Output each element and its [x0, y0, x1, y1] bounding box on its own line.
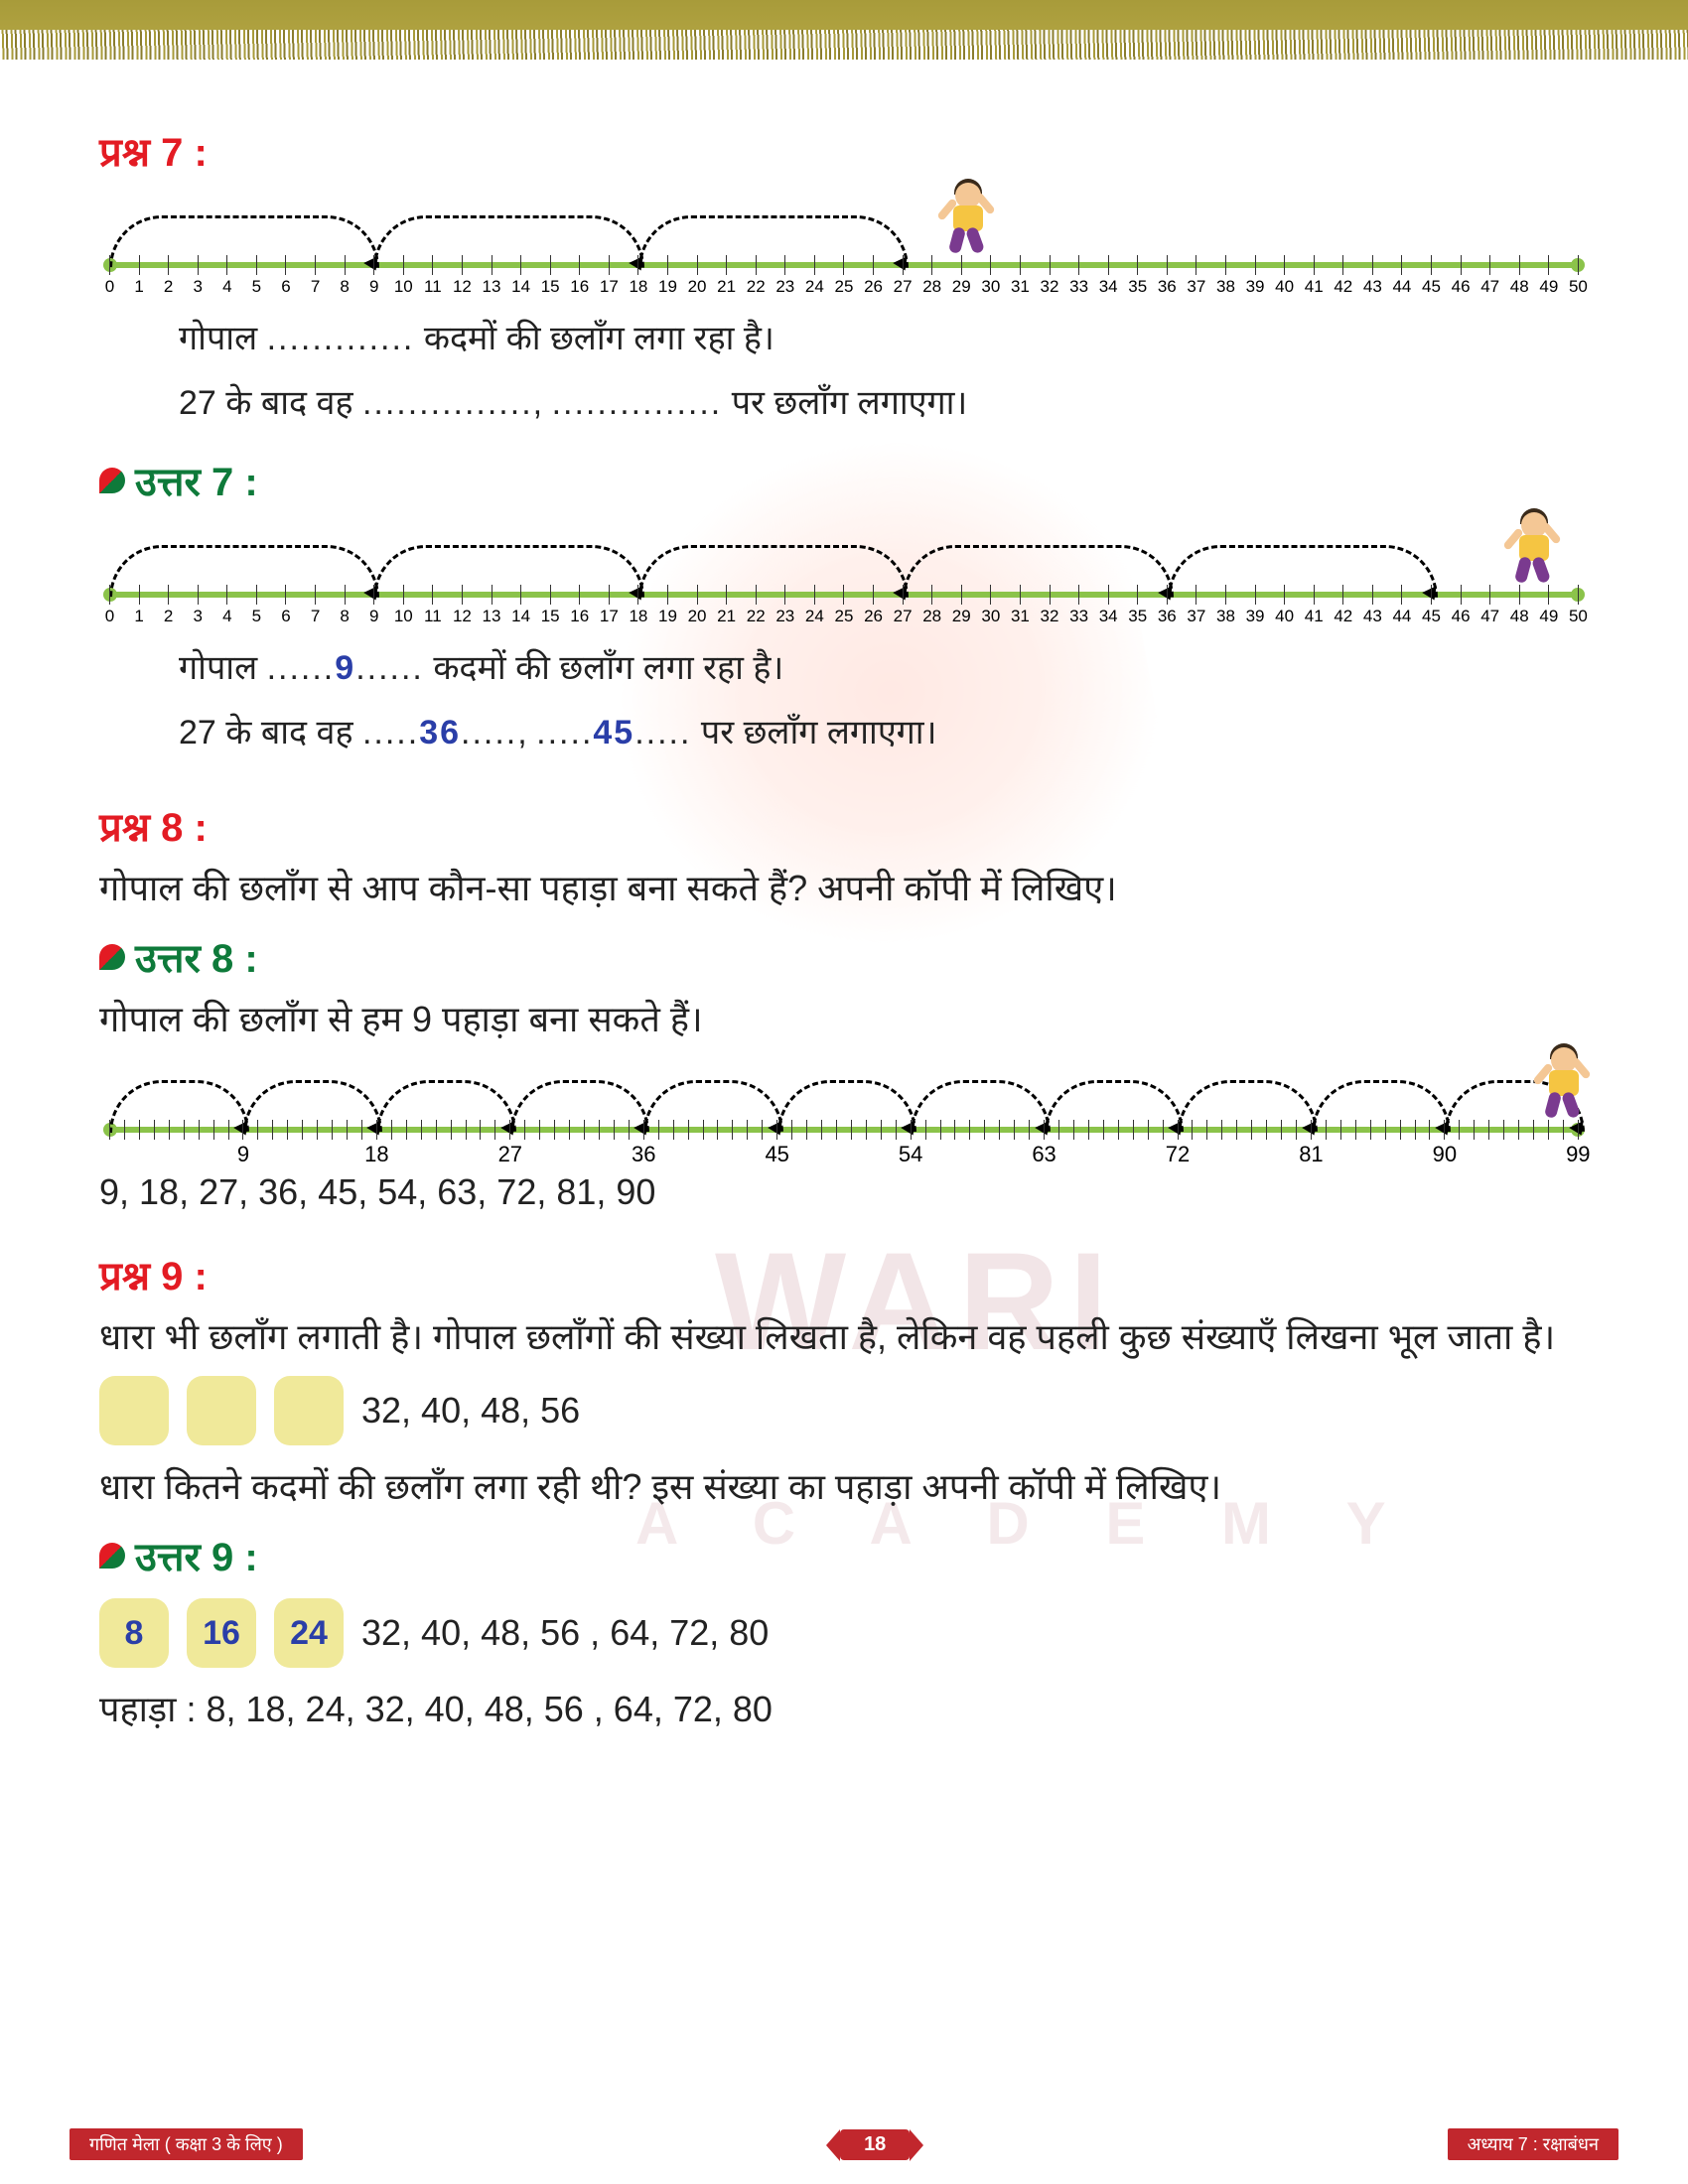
- answer8-label: उत्तर 8 :: [99, 929, 1589, 984]
- tiwari-icon: [99, 944, 125, 970]
- worksheet-page: WARI A C A D E M Y प्रश्न 7 : 0123456789…: [0, 0, 1688, 2184]
- answer7-label: उत्तर 7 :: [99, 453, 1589, 507]
- a8-text: गोपाल की छलाँग से हम 9 पहाड़ा बना सकते ह…: [99, 994, 1589, 1042]
- tiwari-icon: [99, 468, 125, 493]
- a7-numberline: 0123456789101112131415161718192021222324…: [99, 537, 1589, 626]
- q7-numberline: 0123456789101112131415161718192021222324…: [99, 207, 1589, 297]
- blank-box: [99, 1376, 169, 1445]
- question7-label: प्रश्न 7 :: [99, 123, 1589, 178]
- a9-filled: 8 16 24 32, 40, 48, 56 , 64, 72, 80: [99, 1598, 1589, 1668]
- footer-right: अध्याय 7 : रक्षाबंधन: [1448, 2128, 1618, 2160]
- q8-text: गोपाल की छलाँग से आप कौन-सा पहाड़ा बना स…: [99, 863, 1589, 911]
- q7-text1: गोपाल ............. कदमों की छलाँग लगा र…: [179, 307, 1589, 371]
- a8-numberline: 918273645546372819099: [99, 1072, 1589, 1161]
- page-number: 18: [840, 2129, 910, 2160]
- question8-label: प्रश्न 8 :: [99, 798, 1589, 853]
- a8-sequence: 9, 18, 27, 36, 45, 54, 63, 72, 81, 90: [99, 1171, 1589, 1213]
- q9-text: धारा भी छलाँग लगाती है। गोपाल छलाँगों की…: [99, 1311, 1589, 1360]
- answer9-label: उत्तर 9 :: [99, 1528, 1589, 1582]
- blank-box: [274, 1376, 344, 1445]
- answer-box: 16: [187, 1598, 256, 1668]
- a9-table: पहाड़ा : 8, 18, 24, 32, 40, 48, 56 , 64,…: [99, 1684, 1589, 1732]
- a9-rest: 32, 40, 48, 56 , 64, 72, 80: [361, 1612, 769, 1654]
- tiwari-icon: [99, 1543, 125, 1569]
- a7-text2: 27 के बाद वह .....36....., .....45..... …: [179, 701, 1589, 765]
- q7-text2: 27 के बाद वह ..............., ..........…: [179, 371, 1589, 436]
- footer-left: गणित मेला ( कक्षा 3 के लिए ): [70, 2128, 303, 2160]
- q9-text2: धारा कितने कदमों की छलाँग लगा रही थी? इस…: [99, 1461, 1589, 1510]
- q9-given: 32, 40, 48, 56: [361, 1390, 580, 1432]
- answer-box: 24: [274, 1598, 344, 1668]
- grass-decoration: [0, 0, 1688, 60]
- answer-box: 8: [99, 1598, 169, 1668]
- a7-text1: गोपाल ......9...... कदमों की छलाँग लगा र…: [179, 636, 1589, 701]
- question9-label: प्रश्न 9 :: [99, 1247, 1589, 1301]
- blank-box: [187, 1376, 256, 1445]
- q9-blanks: 32, 40, 48, 56: [99, 1376, 1589, 1445]
- page-footer: गणित मेला ( कक्षा 3 के लिए ) 18 अध्याय 7…: [0, 2128, 1688, 2160]
